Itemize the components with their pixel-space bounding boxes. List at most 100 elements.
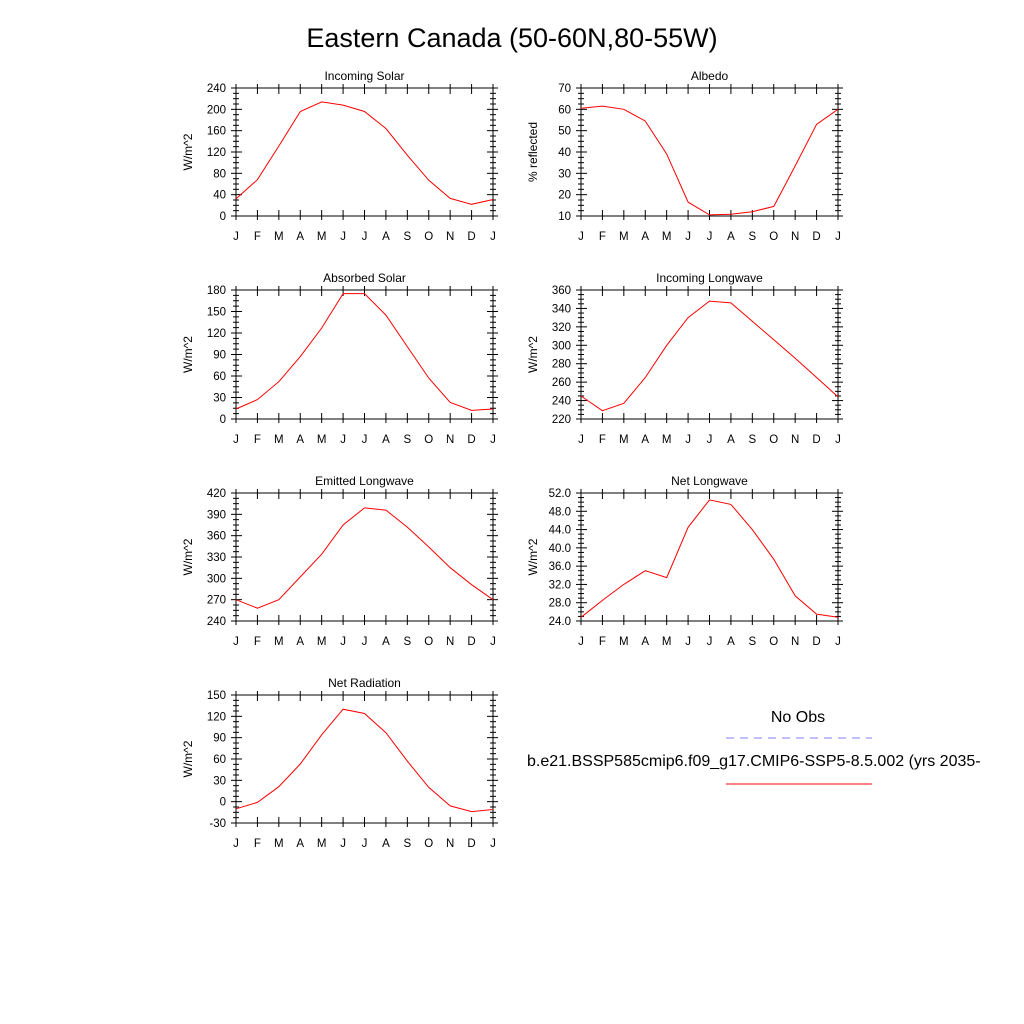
x-tick-label: M bbox=[662, 434, 672, 446]
x-tick-label: M bbox=[317, 838, 327, 850]
series-line bbox=[235, 507, 494, 609]
x-tick-label: O bbox=[424, 838, 433, 850]
x-tick-label: N bbox=[791, 434, 799, 446]
y-tick-label: 50 bbox=[558, 126, 571, 138]
series-line bbox=[235, 101, 494, 205]
x-tick-label: J bbox=[233, 636, 239, 648]
y-tick-label: 48.0 bbox=[549, 506, 571, 518]
x-tick-label: J bbox=[233, 231, 239, 243]
y-tick-label: 52.0 bbox=[549, 488, 571, 500]
x-tick-label: J bbox=[685, 231, 691, 243]
legend-model-label: b.e21.BSSP585cmip6.f09_g17.CMIP6-SSP5-8.… bbox=[527, 753, 981, 770]
y-tick-label: 120 bbox=[207, 711, 226, 723]
y-tick-label: 180 bbox=[207, 285, 226, 297]
x-tick-label: O bbox=[769, 636, 778, 648]
x-tick-label: J bbox=[685, 434, 691, 446]
panel-title: Incoming Longwave bbox=[656, 271, 763, 285]
y-tick-label: 70 bbox=[558, 83, 571, 95]
y-tick-label: 32.0 bbox=[549, 579, 571, 591]
x-tick-label: O bbox=[769, 434, 778, 446]
y-tick-label: 390 bbox=[207, 509, 226, 521]
x-tick-label: D bbox=[467, 636, 475, 648]
y-axis-label: W/m^2 bbox=[181, 538, 195, 575]
y-tick-label: 28.0 bbox=[549, 598, 571, 610]
y-tick-label: 120 bbox=[207, 328, 226, 340]
x-tick-label: J bbox=[578, 231, 584, 243]
x-tick-label: O bbox=[769, 231, 778, 243]
x-tick-label: J bbox=[578, 434, 584, 446]
x-tick-label: F bbox=[599, 636, 606, 648]
y-axis-label: W/m^2 bbox=[181, 336, 195, 373]
y-tick-label: 300 bbox=[552, 340, 571, 352]
y-tick-label: 340 bbox=[552, 303, 571, 315]
y-tick-label: 24.0 bbox=[549, 616, 571, 628]
x-tick-label: A bbox=[382, 838, 390, 850]
x-tick-label: M bbox=[619, 231, 629, 243]
panel-title: Net Longwave bbox=[671, 474, 748, 488]
x-tick-label: M bbox=[317, 434, 327, 446]
y-tick-label: 330 bbox=[207, 552, 226, 564]
figure-title: Eastern Canada (50-60N,80-55W) bbox=[306, 23, 717, 53]
y-tick-label: 150 bbox=[207, 690, 226, 702]
plot-frame bbox=[580, 289, 839, 420]
y-axis-label: W/m^2 bbox=[181, 740, 195, 777]
x-tick-label: M bbox=[274, 434, 284, 446]
series-line bbox=[235, 293, 494, 411]
y-tick-label: 36.0 bbox=[549, 561, 571, 573]
x-tick-label: A bbox=[641, 231, 649, 243]
y-tick-label: 0 bbox=[220, 414, 226, 426]
x-tick-label: D bbox=[812, 231, 820, 243]
y-tick-label: 40 bbox=[558, 147, 571, 159]
x-tick-label: J bbox=[490, 636, 496, 648]
y-tick-label: 240 bbox=[207, 83, 226, 95]
x-tick-label: F bbox=[254, 231, 261, 243]
x-tick-label: S bbox=[403, 434, 411, 446]
x-tick-label: J bbox=[578, 636, 584, 648]
x-tick-label: A bbox=[727, 636, 735, 648]
x-tick-label: M bbox=[317, 636, 327, 648]
x-tick-label: J bbox=[707, 231, 713, 243]
x-tick-label: D bbox=[467, 231, 475, 243]
x-tick-label: N bbox=[446, 838, 454, 850]
x-tick-label: J bbox=[490, 838, 496, 850]
x-tick-label: M bbox=[662, 231, 672, 243]
x-tick-label: A bbox=[641, 636, 649, 648]
y-tick-label: 150 bbox=[207, 307, 226, 319]
x-tick-label: J bbox=[362, 231, 368, 243]
x-tick-label: J bbox=[490, 434, 496, 446]
x-tick-label: F bbox=[254, 434, 261, 446]
y-tick-label: 60 bbox=[558, 104, 571, 116]
x-tick-label: D bbox=[467, 838, 475, 850]
y-tick-label: 30 bbox=[558, 168, 571, 180]
x-tick-label: A bbox=[296, 434, 304, 446]
y-tick-label: 220 bbox=[552, 414, 571, 426]
x-tick-label: O bbox=[424, 636, 433, 648]
x-tick-label: F bbox=[599, 434, 606, 446]
x-tick-label: O bbox=[424, 231, 433, 243]
y-axis-label: W/m^2 bbox=[526, 336, 540, 373]
x-tick-label: J bbox=[362, 838, 368, 850]
legend: No Obs b.e21.BSSP585cmip6.f09_g17.CMIP6-… bbox=[527, 709, 981, 785]
x-tick-label: M bbox=[274, 231, 284, 243]
y-tick-label: 0 bbox=[220, 797, 226, 809]
series-line bbox=[580, 499, 839, 618]
y-tick-label: 270 bbox=[207, 595, 226, 607]
x-tick-label: J bbox=[362, 434, 368, 446]
panel-title: Incoming Solar bbox=[324, 69, 404, 83]
x-tick-label: J bbox=[340, 636, 346, 648]
y-tick-label: 0 bbox=[220, 211, 226, 223]
x-tick-label: N bbox=[446, 636, 454, 648]
x-tick-label: A bbox=[296, 231, 304, 243]
x-tick-label: J bbox=[362, 636, 368, 648]
x-tick-label: M bbox=[274, 636, 284, 648]
x-tick-label: J bbox=[685, 636, 691, 648]
y-tick-label: 90 bbox=[213, 350, 226, 362]
x-tick-label: N bbox=[446, 434, 454, 446]
